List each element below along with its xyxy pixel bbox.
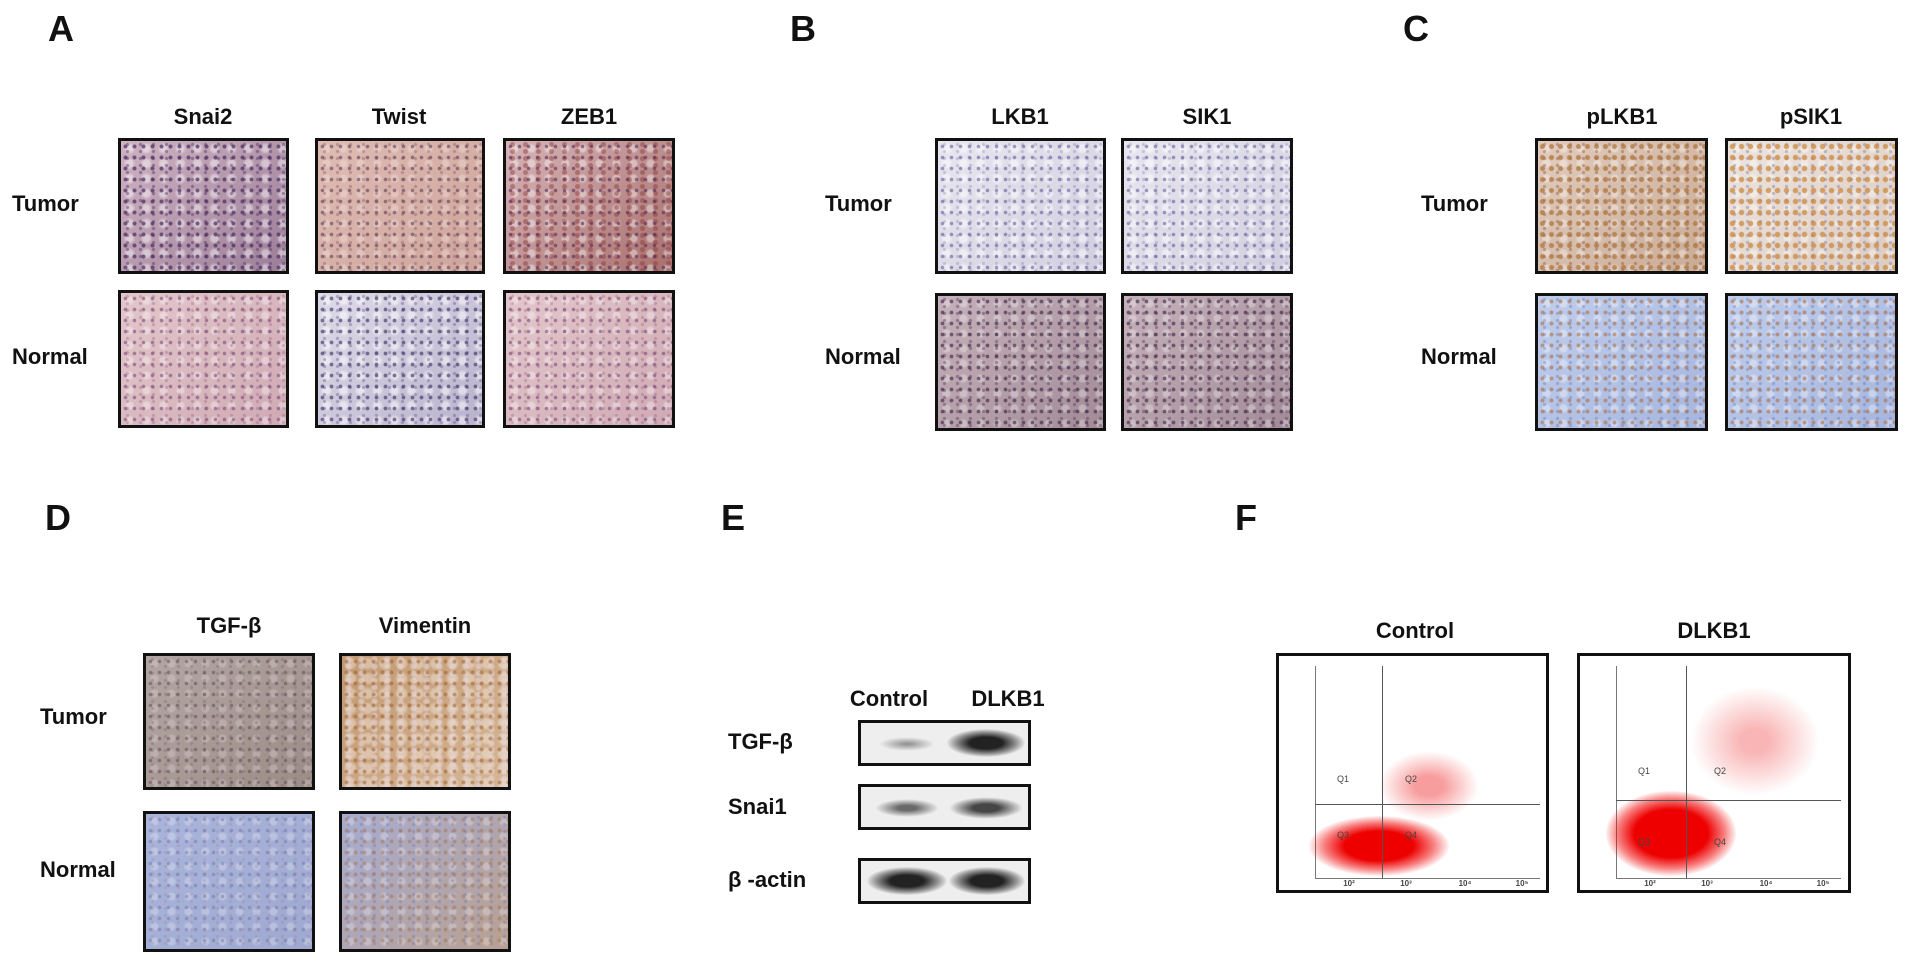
- quadrant-label: Q2: [1405, 774, 1418, 784]
- row-label: TGF-β: [728, 729, 793, 754]
- tissue-image: [143, 811, 315, 952]
- tissue-image: [1725, 293, 1898, 431]
- tissue-image: [1121, 293, 1293, 431]
- quadrant-label: Q3: [1337, 830, 1350, 840]
- column-label: Twist: [371, 104, 427, 129]
- flow-plot: Q1 Q2 Q3 Q4 10² 10³ 10⁴ 10⁵: [1577, 653, 1851, 893]
- row-label: Tumor: [12, 191, 79, 216]
- column-label: pSIK1: [1779, 104, 1843, 129]
- x-axis: [1616, 878, 1841, 879]
- column-label: Control: [1375, 618, 1455, 643]
- row-label: Normal: [12, 344, 88, 369]
- row-label: Tumor: [825, 191, 892, 216]
- column-label: ZEB1: [560, 104, 618, 129]
- quadrant-label: Q4: [1714, 837, 1727, 847]
- tissue-image: [503, 138, 675, 274]
- tissue-image: [339, 811, 511, 952]
- tissue-image: [935, 293, 1106, 431]
- blot-band: [949, 797, 1023, 819]
- column-label: DLKB1: [971, 686, 1045, 711]
- blot-band: [947, 729, 1025, 757]
- tissue-image: [339, 653, 511, 790]
- tissue-image: [935, 138, 1106, 274]
- x-axis: [1315, 878, 1540, 879]
- flow-plot: Q1 Q2 Q3 Q4 10² 10³ 10⁴ 10⁵: [1276, 653, 1549, 893]
- panel-letter: B: [790, 8, 816, 49]
- scatter-cloud: [1690, 686, 1820, 796]
- tissue-image: [1121, 138, 1293, 274]
- row-label: Normal: [40, 857, 116, 882]
- axis-tick-label: 10³: [1701, 879, 1713, 888]
- row-label: Tumor: [40, 704, 107, 729]
- axis-tick-label: 10³: [1400, 879, 1412, 888]
- column-label: SIK1: [1182, 104, 1232, 129]
- gate-line: [1686, 666, 1687, 878]
- blot-image: [858, 858, 1031, 904]
- row-label: Snai1: [728, 794, 787, 819]
- column-label: LKB1: [991, 104, 1049, 129]
- y-axis: [1315, 666, 1316, 878]
- axis-tick-label: 10²: [1644, 879, 1656, 888]
- tissue-image: [315, 138, 485, 274]
- quadrant-label: Q3: [1638, 837, 1651, 847]
- scatter-cloud: [1379, 751, 1479, 821]
- axis-tick-label: 10²: [1343, 879, 1355, 888]
- column-label: TGF-β: [196, 613, 262, 638]
- blot-band: [879, 737, 935, 751]
- tissue-image: [315, 290, 485, 428]
- axis-tick-label: 10⁴: [1458, 879, 1472, 888]
- quadrant-label: Q1: [1638, 766, 1651, 776]
- tissue-image: [503, 290, 675, 428]
- panel-letter: D: [45, 497, 71, 538]
- gate-line: [1382, 666, 1383, 878]
- blot-image: [858, 784, 1031, 830]
- tissue-image: [1535, 138, 1708, 274]
- row-label: Normal: [825, 344, 901, 369]
- axis-tick-label: 10⁵: [1515, 879, 1529, 888]
- blot-band: [875, 799, 939, 817]
- tissue-image: [1725, 138, 1898, 274]
- column-label: Control: [849, 686, 929, 711]
- axis-tick-label: 10⁵: [1816, 879, 1830, 888]
- blot-image: [858, 720, 1031, 766]
- gate-line: [1315, 804, 1540, 805]
- scatter-cloud: [1309, 816, 1449, 876]
- row-label: Normal: [1421, 344, 1497, 369]
- panel-letter: A: [48, 8, 74, 49]
- panel-letter: F: [1235, 497, 1257, 538]
- column-label: pLKB1: [1586, 104, 1658, 129]
- axis-tick-label: 10⁴: [1759, 879, 1773, 888]
- gate-line: [1616, 800, 1841, 801]
- panel-letter: C: [1403, 8, 1429, 49]
- tissue-image: [118, 290, 289, 428]
- quadrant-label: Q2: [1714, 766, 1727, 776]
- tissue-image: [118, 138, 289, 274]
- scatter-cloud: [1606, 791, 1736, 876]
- column-label: Snai2: [173, 104, 233, 129]
- y-axis: [1616, 666, 1617, 878]
- tissue-image: [143, 653, 315, 790]
- quadrant-label: Q4: [1405, 830, 1418, 840]
- row-label: Tumor: [1421, 191, 1488, 216]
- quadrant-label: Q1: [1337, 774, 1350, 784]
- column-label: Vimentin: [378, 613, 472, 638]
- blot-band: [949, 867, 1025, 895]
- panel-letter: E: [721, 497, 746, 538]
- row-label: β -actin: [728, 867, 807, 892]
- column-label: DLKB1: [1677, 618, 1751, 643]
- blot-band: [867, 867, 947, 895]
- tissue-image: [1535, 293, 1708, 431]
